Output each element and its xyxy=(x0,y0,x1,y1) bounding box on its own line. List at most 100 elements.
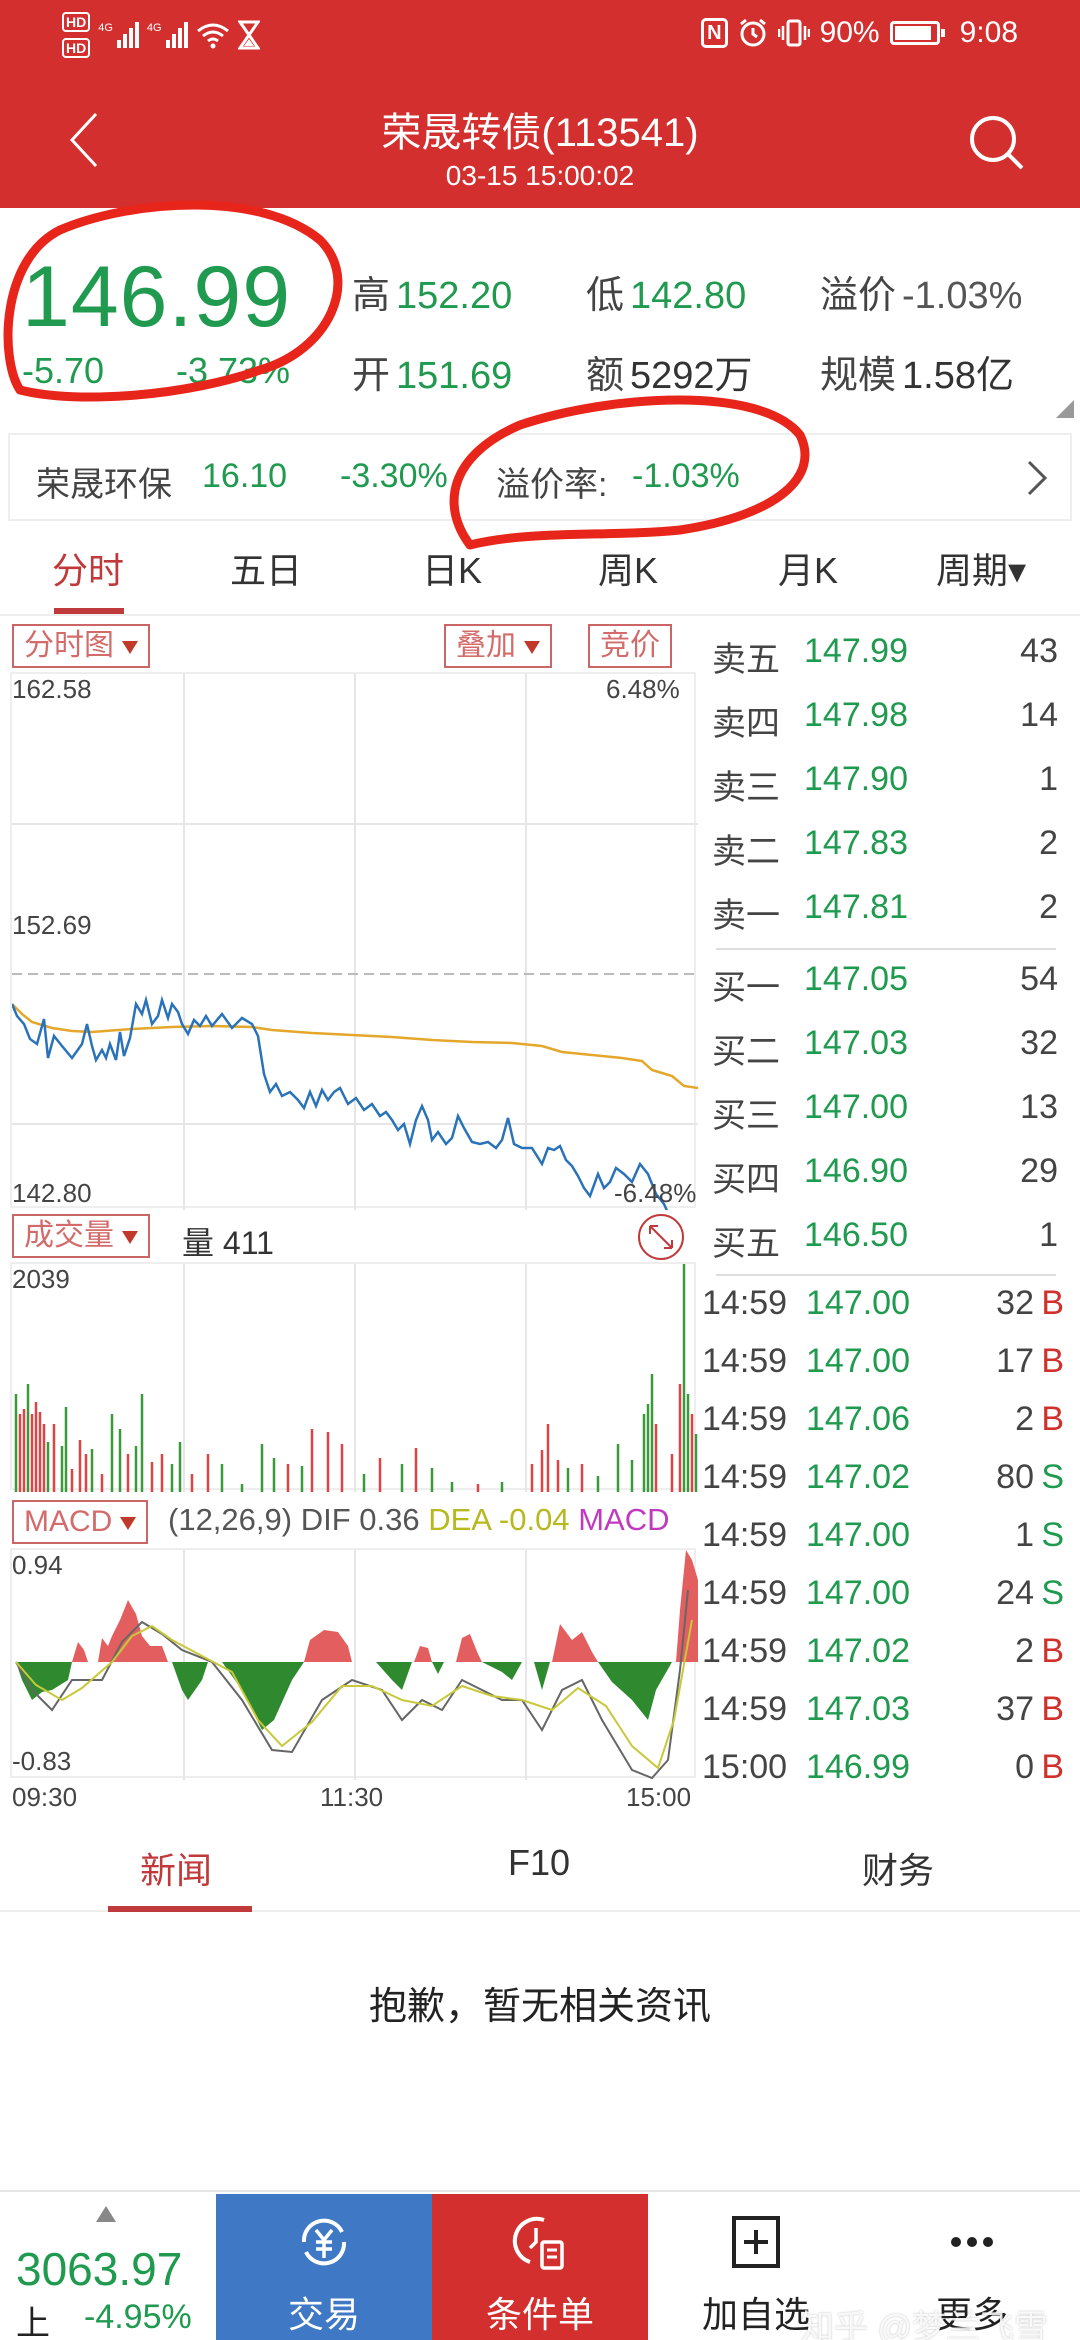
fullscreen-toggle-icon[interactable] xyxy=(636,1212,686,1262)
ticks-divider xyxy=(716,1274,1056,1276)
tab-intraday[interactable]: 分时 xyxy=(52,550,125,591)
alarm-icon xyxy=(739,18,766,47)
volume-axis-max: 2039 xyxy=(12,1264,70,1294)
bid-row: 买一 147.05 54 xyxy=(712,960,1058,1007)
bid-row: 买二 147.03 32 xyxy=(712,1024,1058,1071)
news-tabs: 新闻 F10 财务 xyxy=(0,1822,1080,1912)
tick-row: 14:59 147.06 2 B xyxy=(702,1400,1064,1438)
add-square-icon xyxy=(732,2216,780,2268)
chart-mode-dropdown[interactable]: 分时图 xyxy=(12,624,150,668)
dropdown-arrow-icon xyxy=(524,640,540,654)
auction-button[interactable]: 竞价 xyxy=(588,624,672,668)
x-axis-mid: 11:30 xyxy=(320,1782,384,1812)
tab-five-day[interactable]: 五日 xyxy=(230,550,303,591)
page-title: 荣晟转债(113541) xyxy=(381,111,699,155)
tab-news[interactable]: 新闻 xyxy=(140,1850,213,1891)
price-change-pct: -3.73% xyxy=(176,350,291,391)
bid-row: 买三 147.00 13 xyxy=(712,1088,1058,1135)
overlay-dropdown[interactable]: 叠加 xyxy=(444,624,552,668)
clock-order-icon xyxy=(512,2216,564,2270)
tick-row: 14:59 147.00 17 B xyxy=(702,1342,1064,1380)
quote-scale: 规模 1.58亿 xyxy=(820,355,1014,397)
index-value: 3063.97 xyxy=(16,2243,183,2295)
quote-premium: 溢价 -1.03% xyxy=(820,275,1023,317)
status-bar: HD HD 4G 4G N 90% 9:08 xyxy=(0,0,1080,80)
macd-indicator-dropdown[interactable]: MACD xyxy=(12,1500,149,1544)
macd-legend: (12,26,9) DIF 0.36 DEA -0.04 MACD xyxy=(168,1502,670,1537)
price-chart-svg xyxy=(10,674,699,1237)
tab-period-dropdown[interactable]: 周期▾ xyxy=(936,550,1027,591)
underlying-stock-bar[interactable]: 荣晟环保 16.10 -3.30% 溢价率: -1.03% xyxy=(8,433,1072,521)
tick-row: 14:59 147.03 37 B xyxy=(702,1690,1064,1728)
ask-row: 卖二 147.83 2 xyxy=(712,824,1058,871)
dropdown-arrow-icon xyxy=(122,640,138,654)
pct-axis-min: -6.48% xyxy=(614,1178,697,1208)
period-tabs: 分时 五日 日K 周K 月K 周期▾ xyxy=(0,530,1080,616)
trade-button[interactable]: 交易 xyxy=(216,2194,432,2340)
conditional-order-button[interactable]: 条件单 xyxy=(432,2194,648,2340)
macd-axis-min: -0.83 xyxy=(12,1746,72,1776)
news-empty-message: 抱歉，暂无相关资讯 xyxy=(368,1986,711,2028)
ask-row: 卖三 147.90 1 xyxy=(712,760,1058,807)
dropdown-arrow-icon xyxy=(122,1230,138,1244)
expand-corner-icon[interactable] xyxy=(1056,400,1074,418)
tab-finance[interactable]: 财务 xyxy=(862,1850,935,1891)
volume-chart[interactable] xyxy=(10,1262,698,1492)
tick-row: 15:00 146.99 0 B xyxy=(702,1748,1064,1786)
macd-axis-max: 0.94 xyxy=(12,1550,63,1580)
underlying-change-pct: -3.30% xyxy=(340,457,448,495)
quote-high: 高 152.20 xyxy=(352,275,513,317)
more-dots-icon xyxy=(951,2237,993,2247)
order-book-divider xyxy=(716,948,1056,950)
underlying-price: 16.10 xyxy=(202,457,288,495)
watermark: 知乎 @梦兰飞雪 xyxy=(800,2309,1048,2340)
volume-indicator-dropdown[interactable]: 成交量 xyxy=(12,1214,150,1258)
premium-rate-label: 溢价率: xyxy=(496,466,608,504)
more-button[interactable]: 更多 xyxy=(864,2194,1080,2340)
status-right: N 90% 9:08 xyxy=(701,16,1018,50)
underlying-name: 荣晟环保 xyxy=(36,466,172,504)
price-axis-prev-close: 152.69 xyxy=(12,910,92,940)
bid-row: 买五 146.50 1 xyxy=(712,1216,1058,1263)
active-tab-indicator xyxy=(54,608,124,614)
dropdown-arrow-icon xyxy=(120,1516,137,1530)
index-exchange: 上 xyxy=(16,2305,50,2340)
macd-chart-svg xyxy=(15,1550,698,1780)
search-button[interactable] xyxy=(966,112,1026,172)
ask-row: 卖五 147.99 43 xyxy=(712,632,1058,679)
tab-weekly-k[interactable]: 周K xyxy=(598,550,659,591)
battery-pct: 90% xyxy=(819,16,880,49)
back-button[interactable] xyxy=(64,110,104,170)
news-tab-indicator xyxy=(108,1906,252,1912)
hd2-icon: HD xyxy=(62,38,91,58)
index-change-pct: -4.95% xyxy=(84,2298,192,2336)
volume-chart-svg xyxy=(14,1264,698,1492)
quote-open: 开 151.69 xyxy=(352,355,513,397)
tab-f10[interactable]: F10 xyxy=(508,1842,571,1883)
add-watchlist-button[interactable]: 加自选 xyxy=(648,2194,864,2340)
hd1-icon: HD xyxy=(62,12,91,32)
price-axis-max: 162.58 xyxy=(12,674,92,704)
wifi-icon xyxy=(196,23,229,49)
hd-icons: HD HD xyxy=(62,12,91,58)
4g-signal-icon: 4G xyxy=(147,22,188,48)
hourglass-icon xyxy=(237,20,260,50)
chevron-right-icon xyxy=(1027,460,1048,496)
index-up-arrow-icon xyxy=(96,2206,116,2222)
quote-timestamp: 03-15 15:00:02 xyxy=(445,160,635,191)
macd-chart[interactable] xyxy=(10,1548,698,1780)
x-axis-start: 09:30 xyxy=(12,1782,78,1812)
tab-monthly-k[interactable]: 月K xyxy=(778,550,839,591)
tick-row: 14:59 147.02 2 B xyxy=(702,1632,1064,1670)
battery-icon xyxy=(889,21,945,45)
yuan-exchange-icon xyxy=(301,2218,347,2266)
status-left: HD HD 4G 4G xyxy=(62,12,260,58)
ask-row: 卖一 147.81 2 xyxy=(712,888,1058,935)
x-axis-end: 15:00 xyxy=(626,1782,692,1812)
4g-signal-icon: 4G xyxy=(98,22,139,48)
bottom-action-bar: 3063.97 上 -4.95% 交易 条件单 加自选 更多 xyxy=(0,2190,1080,2340)
bid-row: 买四 146.90 29 xyxy=(712,1152,1058,1199)
quote-amount: 额 5292万 xyxy=(586,355,753,397)
intraday-price-chart[interactable] xyxy=(10,672,699,1237)
tab-daily-k[interactable]: 日K xyxy=(422,550,483,591)
